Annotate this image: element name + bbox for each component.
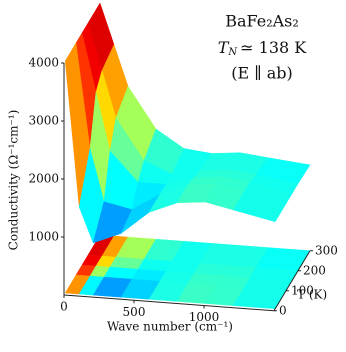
z-tick-label: 1000 — [28, 230, 59, 244]
z-tick-label: 3000 — [28, 114, 59, 128]
annotation-tn: TN ≃ 138 K — [218, 38, 308, 58]
y-tick-label: 300 — [315, 243, 338, 257]
y-tick-label: 200 — [303, 263, 326, 277]
annotation-condition: (E ∥ ab) — [231, 64, 293, 83]
y-axis-label: T (K) — [297, 287, 327, 301]
annotation-formula: BaFe₂As₂ — [225, 12, 299, 31]
x-axis — [63, 294, 275, 312]
x-tick-label: 0 — [60, 300, 68, 314]
tn-relation: ≃ 138 K — [240, 38, 307, 57]
z-tick-label: 4000 — [28, 56, 59, 70]
z-axis-label: Conductivity (Ω⁻¹cm⁻¹) — [7, 110, 21, 251]
z-tick-label: 2000 — [28, 172, 59, 186]
x-axis-label: Wave number (cm⁻¹) — [107, 320, 233, 334]
x-tick-label: 500 — [123, 305, 146, 319]
y-axis — [273, 250, 311, 312]
surface-cell — [232, 191, 287, 223]
x-tick-label: 1000 — [189, 310, 220, 324]
y-tick-label: 0 — [279, 303, 287, 317]
y-tick-label: 100 — [291, 283, 314, 297]
tn-subscript: N — [227, 47, 238, 58]
tn-symbol: T — [218, 38, 230, 57]
